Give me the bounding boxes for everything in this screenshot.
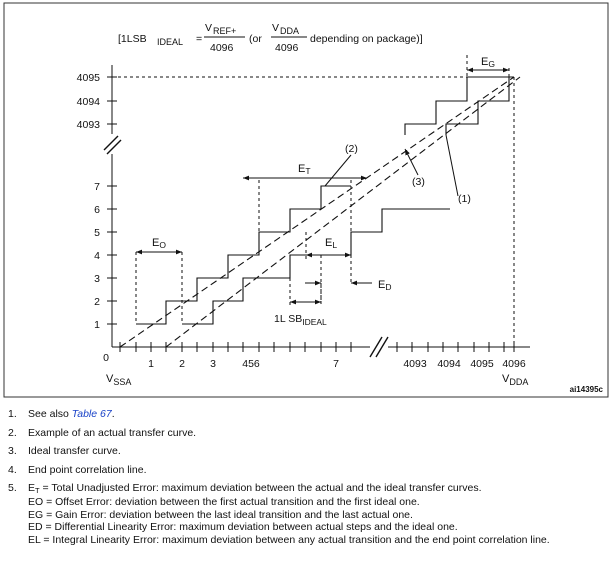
callout-2-leader	[324, 154, 352, 187]
callout-3-leader	[404, 148, 419, 176]
formula-prefix: [1LSB	[118, 33, 147, 45]
note-5-ed: ED = Differential Linearity Error: maxim…	[28, 521, 458, 534]
y-tick-label: 3	[94, 273, 100, 285]
x-tick-label: 3	[210, 358, 216, 370]
formula-den1: 4096	[210, 42, 234, 54]
note-number: 1.	[8, 408, 17, 420]
note-text: Ideal transfer curve.	[28, 445, 121, 458]
callout-3-label: (3)	[412, 176, 425, 188]
note-text: Example of an actual transfer curve.	[28, 426, 197, 439]
formula-equals: =	[196, 33, 202, 45]
y-tick-labels: 4095 4094 4093 7 6 5 4 3 2 1	[77, 72, 101, 331]
callout-1-leader	[445, 134, 459, 197]
x-tick-labels: 0 1 2 3 456 7 4093 4094 4095 4096	[103, 352, 526, 370]
note-5-el: EL = Integral Linearity Error: maximum d…	[28, 533, 550, 546]
note-text: End point correlation line.	[28, 463, 147, 476]
note-number: 4.	[8, 463, 17, 476]
figure-id: ai14395c	[570, 385, 604, 394]
x-tick-label: 456	[242, 358, 260, 370]
x-tick-label: 7	[333, 358, 339, 370]
note-5-et: ET = Total Unadjusted Error: maximum dev…	[28, 482, 482, 496]
y-tick-label: 6	[94, 204, 100, 216]
note-5-eo: EO = Offset Error: deviation between the…	[28, 495, 420, 508]
note-4: 4. End point correlation line.	[8, 464, 608, 477]
lsb-formula: [1LSB IDEAL = V REF+ 4096 (or V DDA 4096…	[118, 22, 423, 54]
note-number: 3.	[8, 445, 17, 458]
x-tick-label: 4093	[403, 358, 427, 370]
ideal-straight-line	[165, 76, 521, 348]
x-axis-break-2	[375, 336, 389, 358]
x-tick-label: 4096	[502, 358, 526, 370]
note-5-eg: EG = Gain Error: deviation between the l…	[28, 508, 413, 521]
eo-label: EO	[152, 237, 166, 250]
note-number: 2.	[8, 426, 17, 439]
note-number: 5.	[8, 482, 17, 495]
y-tick-label: 4094	[77, 96, 101, 108]
y-tick-label: 2	[94, 296, 100, 308]
callout-1-label: (1)	[458, 193, 471, 205]
callout-2-label: (2)	[345, 143, 358, 155]
y-tick-label: 4093	[77, 119, 101, 131]
formula-ideal-sub: IDEAL	[157, 37, 183, 47]
formula-num1-sub: REF+	[213, 26, 236, 36]
x-tick-label: 2	[179, 358, 185, 370]
axes	[103, 65, 530, 358]
y-tick-label: 4095	[77, 72, 101, 84]
formula-num1: V	[205, 22, 212, 34]
x-axis-break-1	[369, 336, 383, 358]
formula-suffix: depending on package)]	[310, 33, 423, 45]
formula-den2: 4096	[275, 42, 299, 54]
formula-num2: V	[272, 22, 279, 34]
eg-label: EG	[481, 56, 495, 69]
figure-frame	[3, 2, 609, 398]
y-axis-break-1	[103, 135, 119, 151]
y-tick-label: 7	[94, 181, 100, 193]
x-tick-label: 4095	[470, 358, 494, 370]
x-tick-label: 1	[148, 358, 154, 370]
el-label: EL	[325, 237, 337, 250]
formula-or: (or	[249, 33, 262, 45]
note-2: 2. Example of an actual transfer curve.	[8, 427, 608, 440]
actual-transfer-curve	[182, 77, 510, 325]
x-axis-right-label: VDDA	[502, 373, 528, 387]
y-tick-label: 1	[94, 319, 100, 331]
formula-num2-sub: DDA	[280, 26, 299, 36]
ed-label: ED	[378, 279, 391, 292]
ideal-transfer-curve	[136, 76, 514, 325]
note-text: See also Table 67.	[28, 408, 115, 420]
y-tick-marks	[107, 76, 117, 325]
note-text: ET = Total Unadjusted Error: maximum dev…	[28, 482, 608, 546]
table-67-link[interactable]: Table 67	[71, 408, 112, 420]
note-3: 3. Ideal transfer curve.	[8, 445, 608, 458]
note-1: 1. See also Table 67.	[8, 408, 608, 421]
x-tick-label: 4094	[437, 358, 461, 370]
lsb-label: 1L SBIDEAL	[274, 313, 327, 327]
figure-notes: 1. See also Table 67. 2. Example of an a…	[8, 408, 608, 552]
note-5: 5. ET = Total Unadjusted Error: maximum …	[8, 482, 608, 546]
x-tick-marks	[119, 342, 515, 352]
y-axis-break-2	[106, 139, 122, 155]
et-label: ET	[298, 163, 311, 176]
x-zero-label: 0	[103, 352, 109, 364]
end-point-correlation-line	[119, 76, 515, 348]
y-tick-label: 5	[94, 227, 100, 239]
x-axis-left-label: VSSA	[106, 373, 131, 387]
y-tick-label: 4	[94, 250, 100, 262]
